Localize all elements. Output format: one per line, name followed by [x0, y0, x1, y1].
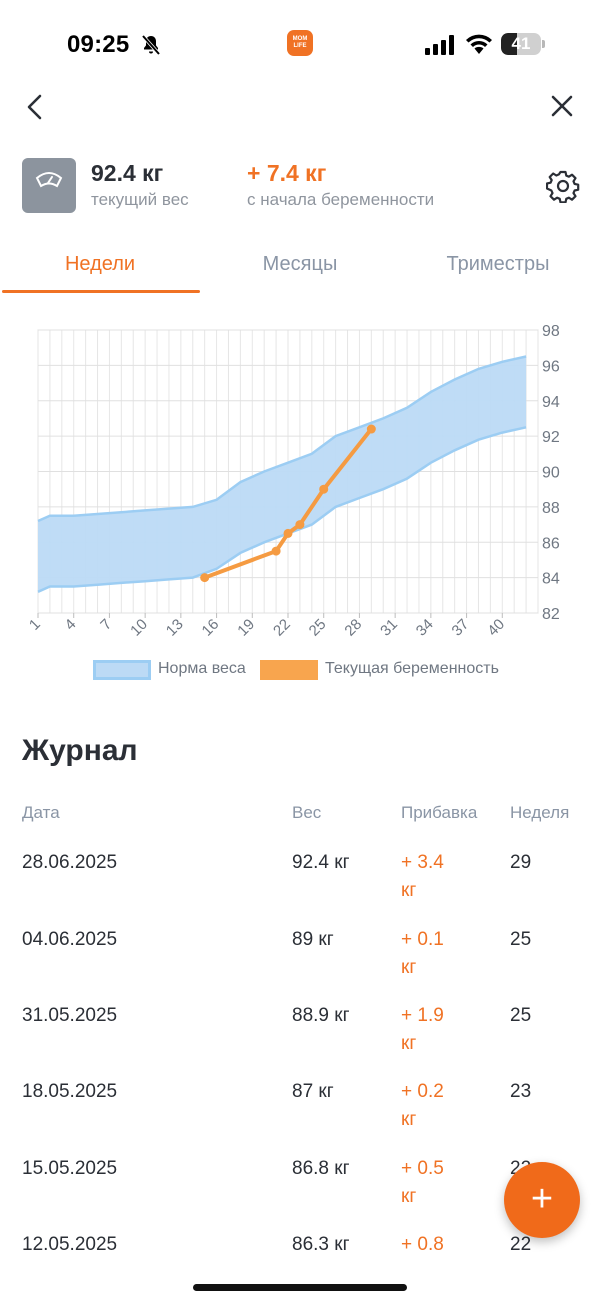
y-tick-label: 94 [542, 394, 560, 411]
tab-weeks[interactable]: Недели [64, 253, 136, 275]
close-button[interactable] [548, 92, 576, 120]
y-tick-label: 82 [542, 606, 560, 623]
x-tick-label: 28 [341, 616, 365, 640]
x-tick-label: 25 [306, 616, 330, 640]
journal-weight: 87 кг [292, 1081, 334, 1102]
total-gain-label: с начала беременности [247, 190, 435, 209]
weight-chart-svg: 82 84 86 88 90 92 94 96 98 1 4 7 10 13 16 19 22 25 28 31 34 3… [26, 323, 560, 640]
x-tick-label: 4 [62, 616, 80, 634]
weight-chart: 82 84 86 88 90 92 94 96 98 1 4 7 10 13 16 19 22 25 28 31 34 3… [0, 315, 600, 685]
x-tick-label: 19 [234, 616, 258, 640]
journal-gain: + 0.8 [401, 1234, 444, 1255]
journal-week: 29 [510, 852, 532, 873]
current-weight-line [202, 427, 374, 580]
cellular-signal-icon [425, 35, 454, 55]
journal-weight: 89 кг [292, 929, 334, 950]
y-tick-label: 98 [542, 323, 560, 340]
legend-swatch-norm [93, 660, 151, 680]
current-weight-point [283, 528, 293, 538]
current-weight-label: текущий вес [91, 190, 189, 209]
journal-date: 04.06.2025 [22, 929, 118, 950]
period-tabs: Недели Месяцы Триместры [0, 245, 600, 295]
x-tick-label: 16 [199, 616, 223, 640]
header-date: Дата [22, 803, 60, 822]
total-gain-value: + 7.4 кг [247, 160, 327, 186]
scale-icon [22, 158, 76, 213]
journal-gain: + 0.1 кг [401, 929, 444, 978]
current-weight-point [271, 546, 281, 556]
active-tab-indicator [2, 290, 200, 293]
y-tick-label: 90 [542, 465, 560, 482]
journal-gain: + 1.9 кг [401, 1005, 444, 1054]
journal-weight: 86.8 кг [292, 1158, 350, 1179]
norm-band-lower-edge [37, 426, 527, 593]
chart-legend: Норма веса Текущая беременность [0, 658, 600, 684]
back-button[interactable] [20, 90, 50, 124]
journal-row[interactable]: 31.05.2025 88.9 кг + 1.9 кг 25 [0, 1002, 600, 1078]
legend-swatch-current [260, 660, 318, 680]
journal-row[interactable]: 28.06.2025 92.4 кг + 3.4 кг 29 [0, 849, 600, 925]
journal-date: 28.06.2025 [22, 852, 118, 873]
journal-date: 12.05.2025 [22, 1234, 118, 1255]
gear-icon[interactable] [546, 169, 580, 203]
x-tick-label: 37 [449, 616, 473, 640]
y-tick-label: 92 [542, 429, 560, 446]
norm-band-area [38, 356, 527, 592]
current-weight-point [366, 424, 376, 434]
tab-trimesters[interactable]: Триместры [446, 253, 550, 275]
current-weight-point [295, 520, 305, 530]
y-tick-label: 84 [542, 571, 560, 588]
journal-gain: + 0.5 кг [401, 1158, 444, 1207]
x-tick-label: 13 [163, 616, 187, 640]
journal-week: 23 [510, 1081, 532, 1102]
journal-title: Журнал [22, 734, 138, 767]
y-tick-label: 96 [542, 358, 560, 375]
journal-row[interactable]: 04.06.2025 89 кг + 0.1 кг 25 [0, 926, 600, 1002]
bell-slash-icon [141, 34, 161, 56]
header-week: Неделя [510, 803, 570, 822]
app-logo: MOM LIFE [287, 30, 313, 56]
journal-weight: 88.9 кг [292, 1005, 350, 1026]
x-tick-label: 31 [377, 616, 401, 640]
journal-gain: + 0.2 кг [401, 1081, 444, 1130]
journal-row[interactable]: 12.05.2025 86.3 кг + 0.8 22 [0, 1231, 600, 1303]
journal-week: 25 [510, 929, 532, 950]
x-tick-label: 7 [97, 616, 115, 634]
journal-date: 31.05.2025 [22, 1005, 118, 1026]
journal-gain: + 3.4 кг [401, 852, 444, 901]
wifi-icon [466, 34, 492, 54]
home-indicator [193, 1284, 407, 1291]
journal-week: 22 [510, 1234, 532, 1255]
battery-level: 41 [511, 34, 531, 53]
current-weight-point [319, 484, 329, 494]
tab-months[interactable]: Месяцы [262, 253, 338, 275]
status-bar: 09:25 MOM LIFE 41 [0, 0, 600, 88]
journal-row[interactable]: 18.05.2025 87 кг + 0.2 кг 23 [0, 1078, 600, 1154]
x-tick-label: 1 [26, 616, 44, 634]
journal-date: 15.05.2025 [22, 1158, 118, 1179]
current-weight-value: 92.4 кг [91, 160, 164, 186]
y-tick-label: 86 [542, 535, 560, 552]
header-weight: Вес [292, 803, 322, 822]
x-tick-label: 22 [270, 616, 294, 640]
battery-icon: 41 [501, 33, 545, 55]
legend-label-current: Текущая беременность [325, 660, 499, 677]
y-tick-label: 88 [542, 500, 560, 517]
norm-band-upper-edge [37, 355, 527, 523]
header-gain: Прибавка [401, 803, 478, 822]
journal-weight: 92.4 кг [292, 852, 350, 873]
legend-label-norm: Норма веса [158, 660, 246, 677]
x-tick-label: 34 [413, 616, 437, 640]
add-weight-button[interactable]: + [504, 1162, 580, 1238]
journal-week: 25 [510, 1005, 532, 1026]
x-tick-label: 40 [484, 616, 508, 640]
x-tick-label: 10 [127, 616, 151, 640]
current-weight-point [200, 573, 210, 583]
plus-icon: + [530, 1178, 554, 1220]
status-time: 09:25 [67, 31, 130, 58]
journal-weight: 86.3 кг [292, 1234, 350, 1255]
journal-date: 18.05.2025 [22, 1081, 118, 1102]
